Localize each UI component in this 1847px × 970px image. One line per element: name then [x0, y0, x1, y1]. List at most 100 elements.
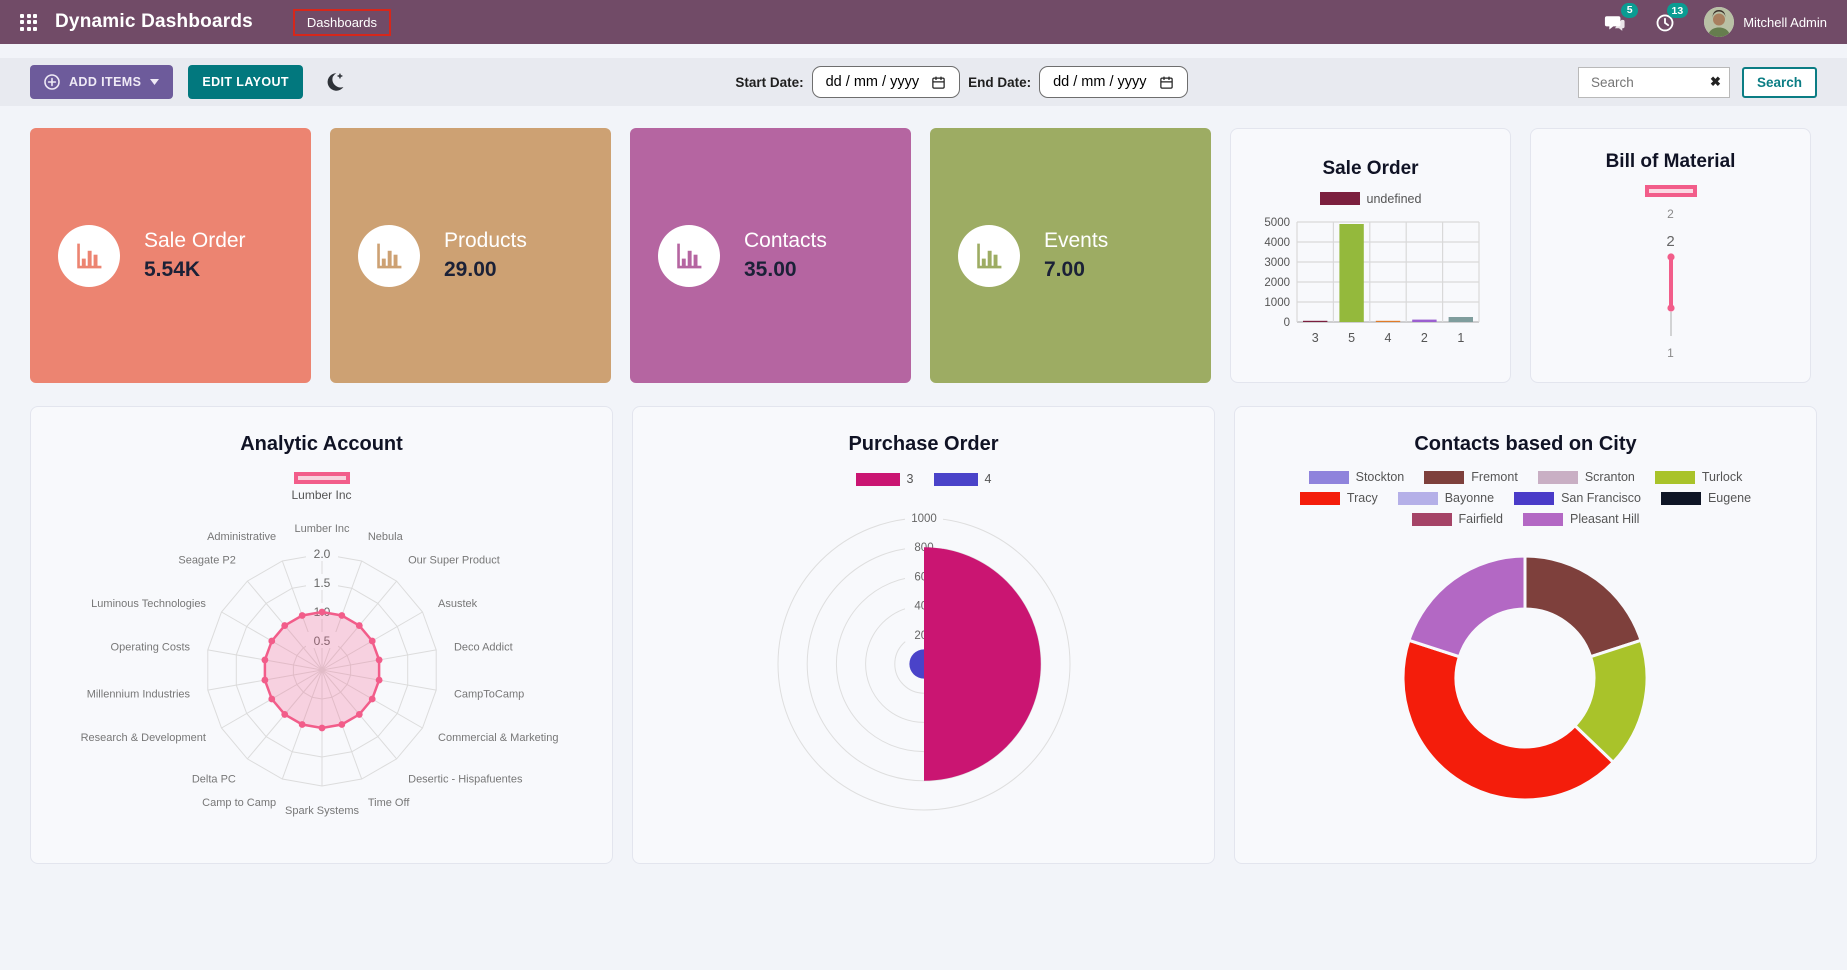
- legend-item[interactable]: Scranton: [1537, 470, 1635, 484]
- bar-chart-icon: [58, 224, 120, 287]
- legend-swatch: [933, 472, 978, 486]
- legend-swatch[interactable]: [1644, 185, 1697, 197]
- start-date-input[interactable]: dd / mm / yyyy: [811, 66, 961, 98]
- chat-icon: [1605, 15, 1625, 31]
- bar-chart-icon: [958, 224, 1020, 287]
- chevron-down-icon: [150, 79, 160, 85]
- svg-text:Deco Addict: Deco Addict: [453, 642, 512, 654]
- add-items-button[interactable]: ADD ITEMS: [30, 65, 174, 99]
- search-button[interactable]: Search: [1741, 66, 1817, 98]
- clock-icon: [1656, 14, 1674, 32]
- kpi-tile-sale-order[interactable]: Sale Order 5.54K: [30, 128, 311, 383]
- add-items-label: ADD ITEMS: [69, 75, 142, 89]
- menu-dashboards[interactable]: Dashboards: [292, 8, 391, 36]
- kpi-tile-contacts[interactable]: Contacts 35.00: [630, 128, 911, 383]
- svg-text:1000: 1000: [1264, 297, 1290, 309]
- legend-swatch: [1319, 192, 1360, 205]
- legend-item[interactable]: 4: [933, 472, 991, 486]
- search-input[interactable]: [1588, 73, 1711, 91]
- svg-text:Millennium Industries: Millennium Industries: [86, 688, 190, 700]
- svg-text:0: 0: [1283, 317, 1289, 329]
- svg-text:Commercial & Marketing: Commercial & Marketing: [438, 732, 558, 744]
- legend-row: Fairfield Pleasant Hill: [1411, 512, 1639, 526]
- legend-item[interactable]: 3: [855, 472, 914, 486]
- calendar-icon: [1159, 76, 1173, 89]
- kpi-tile-label: Sale Order: [144, 229, 246, 252]
- axis-tick-label: 2: [1667, 207, 1674, 221]
- svg-text:Delta PC: Delta PC: [191, 774, 235, 786]
- end-date-value: dd / mm / yyyy: [1053, 74, 1147, 90]
- purchase-order-chart-card: Purchase Order 342004006008001000: [632, 406, 1215, 864]
- contacts-city-chart[interactable]: Stockton Fremont Scranton Turlock Tracy Bayon…: [1299, 456, 1752, 828]
- chart-legend[interactable]: Lumber Inc: [291, 472, 352, 502]
- chart-title: Bill of Material: [1605, 151, 1736, 172]
- svg-text:Time Off: Time Off: [367, 797, 410, 809]
- end-date-input[interactable]: dd / mm / yyyy: [1039, 66, 1188, 98]
- legend-swatch: [293, 472, 350, 484]
- moon-icon: [327, 73, 344, 91]
- legend-label: Eugene: [1707, 491, 1752, 505]
- svg-text:CampToCamp: CampToCamp: [453, 688, 523, 700]
- legend-label: 3: [906, 472, 914, 486]
- messages-button[interactable]: 5: [1603, 2, 1639, 34]
- svg-text:0.5: 0.5: [313, 634, 330, 648]
- legend-item[interactable]: Turlock: [1654, 470, 1743, 484]
- legend-label: San Francisco: [1561, 491, 1641, 505]
- chart-title: Purchase Order: [848, 433, 999, 455]
- legend-swatch: [1411, 512, 1452, 526]
- user-menu[interactable]: Mitchell Admin: [1704, 7, 1827, 37]
- purchase-order-chart[interactable]: 342004006008001000: [689, 456, 1159, 822]
- messages-badge: 5: [1621, 2, 1639, 18]
- svg-text:Desertic - Hispafuentes: Desertic - Hispafuentes: [408, 774, 523, 786]
- plus-circle-icon: [44, 74, 60, 90]
- svg-text:Seagate P2: Seagate P2: [178, 554, 236, 566]
- legend-swatch: [1308, 470, 1349, 484]
- dark-mode-toggle[interactable]: [323, 71, 345, 93]
- activities-button[interactable]: 13: [1654, 3, 1689, 33]
- legend-item[interactable]: Pleasant Hill: [1522, 512, 1639, 526]
- edit-layout-button[interactable]: EDIT LAYOUT: [188, 65, 303, 99]
- kpi-tile-label: Events: [1044, 229, 1109, 252]
- legend-swatch: [1299, 491, 1340, 505]
- svg-text:2000: 2000: [1264, 277, 1290, 289]
- legend-label: Tracy: [1346, 491, 1378, 505]
- kpi-tile-text: Events 7.00: [1044, 229, 1108, 282]
- kpi-tile-label: Contacts: [744, 229, 827, 252]
- sale-order-bar-chart[interactable]: undefined 0 1000 2000 3000 4000 5000 3 5 4 2 1: [1251, 180, 1491, 354]
- legend-swatch: [1522, 512, 1563, 526]
- svg-text:5000: 5000: [1264, 217, 1290, 229]
- kpi-tile-value: 35.00: [744, 258, 797, 281]
- legend-label: Lumber Inc: [291, 488, 352, 502]
- kpi-tile-label: Products: [444, 229, 527, 252]
- legend-swatch: [1514, 491, 1555, 505]
- axis-tick-label: 1: [1667, 346, 1674, 360]
- legend-item[interactable]: undefined: [1319, 192, 1421, 206]
- kpi-tile-events[interactable]: Events 7.00: [930, 128, 1211, 383]
- legend-item[interactable]: San Francisco: [1514, 491, 1641, 505]
- legend-item[interactable]: Fremont: [1424, 470, 1518, 484]
- app-title[interactable]: Dynamic Dashboards: [55, 11, 253, 32]
- avatar: [1704, 7, 1735, 37]
- legend-item[interactable]: Bayonne: [1397, 491, 1494, 505]
- analytic-account-chart[interactable]: Lumber Inc Lumber Inc Nebula Our Super Prod…: [42, 456, 602, 832]
- apps-grid-icon[interactable]: [20, 13, 37, 31]
- svg-text:Research & Development: Research & Development: [80, 732, 205, 744]
- chart-title: Analytic Account: [240, 433, 403, 455]
- kpi-tile-products[interactable]: Products 29.00: [330, 128, 611, 383]
- user-name: Mitchell Admin: [1743, 14, 1827, 30]
- legend-swatch: [1424, 470, 1465, 484]
- chart-title: Sale Order: [1322, 157, 1419, 179]
- legend-label: Turlock: [1701, 470, 1743, 484]
- bill-of-material-chart[interactable]: 2 2 1: [1644, 173, 1697, 360]
- legend-item[interactable]: Stockton: [1308, 470, 1404, 484]
- kpi-tile-text: Sale Order 5.54K: [144, 229, 246, 282]
- legend-item[interactable]: Tracy: [1299, 491, 1378, 505]
- chart-legend: undefined: [1319, 192, 1421, 206]
- legend-swatch: [1397, 491, 1438, 505]
- clear-search-icon[interactable]: ✖: [1710, 74, 1721, 89]
- legend-item[interactable]: Fairfield: [1411, 512, 1503, 526]
- legend-item[interactable]: Eugene: [1660, 491, 1752, 505]
- calendar-icon: [932, 76, 945, 89]
- svg-text:Asustek: Asustek: [438, 598, 478, 610]
